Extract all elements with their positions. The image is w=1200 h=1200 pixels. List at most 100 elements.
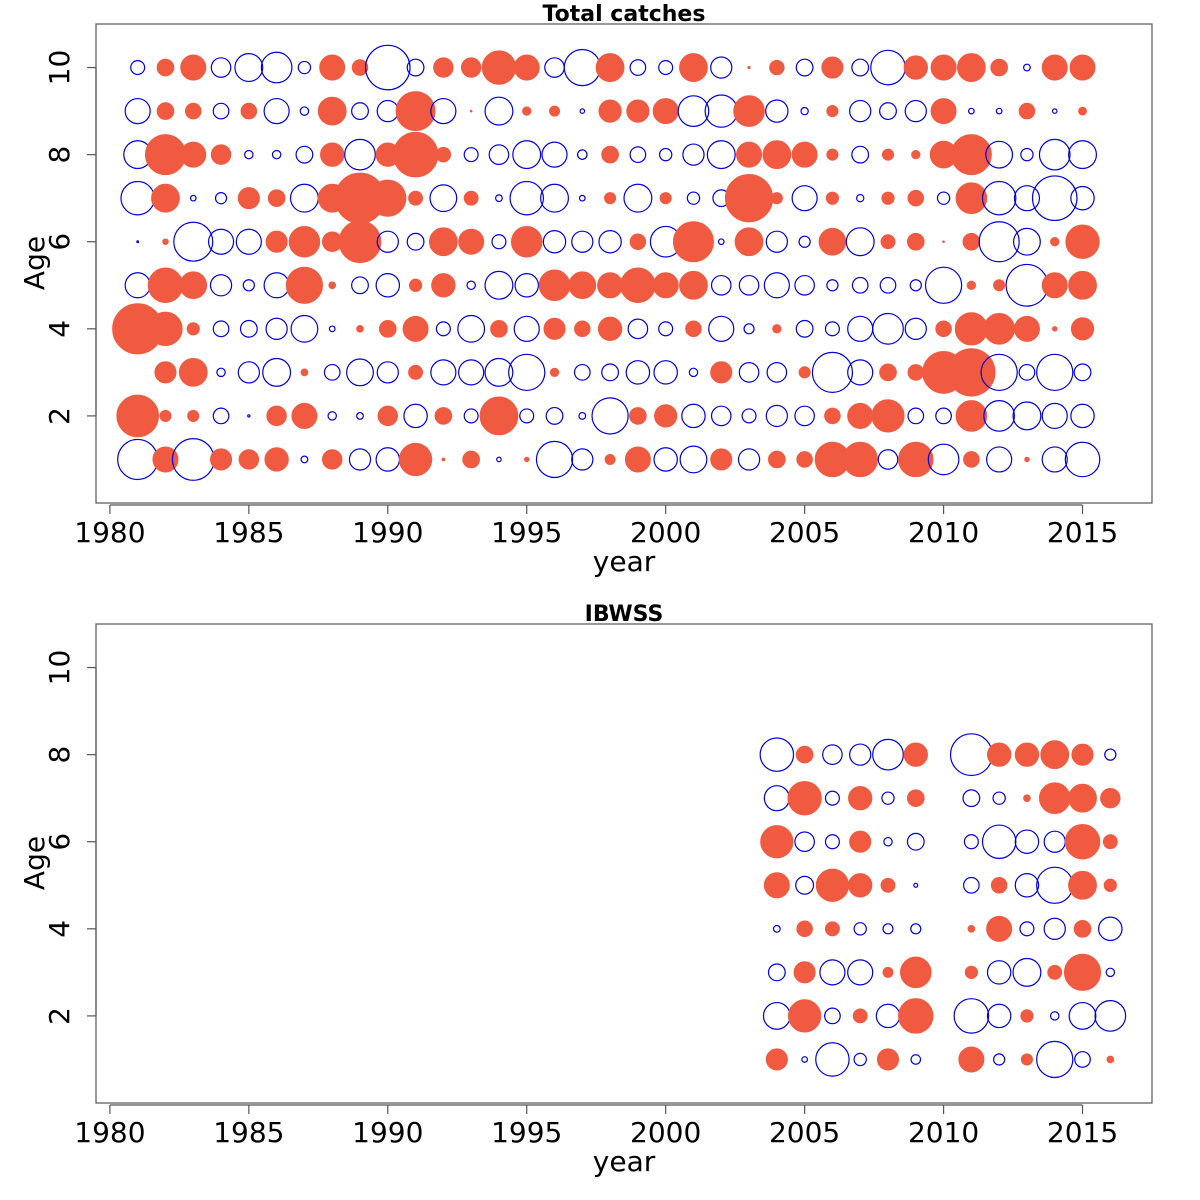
positive-residual-bubble [240,102,258,120]
negative-residual-bubble [904,317,927,340]
positive-residual-bubble [266,405,287,427]
negative-residual-bubble [738,362,760,383]
negative-residual-bubble [263,272,290,299]
negative-residual-bubble [962,876,980,894]
positive-residual-bubble [903,742,928,767]
positive-residual-bubble [990,58,1008,77]
negative-residual-bubble [763,272,790,299]
positive-residual-bubble [179,271,208,300]
positive-residual-bubble [747,65,751,70]
positive-residual-bubble [900,956,932,989]
positive-residual-bubble [178,357,208,387]
positive-residual-bubble [300,368,309,377]
positive-residual-bubble [763,872,790,899]
negative-residual-bubble [237,361,261,384]
positive-residual-bubble [148,311,183,346]
positive-residual-bubble [947,348,996,397]
negative-residual-bubble [978,221,1020,263]
negative-residual-bubble [323,363,341,381]
positive-residual-bubble [769,59,785,76]
negative-residual-bubble [351,276,369,295]
negative-residual-bubble [1064,441,1101,478]
positive-residual-bubble [351,59,369,76]
negative-residual-bubble [963,834,979,850]
positive-residual-bubble [880,877,896,893]
positive-residual-bubble [765,1048,788,1071]
positive-residual-bubble [1069,54,1096,81]
negative-residual-bubble [766,362,788,383]
negative-residual-bubble [376,361,399,384]
x-axis-label: year [593,1145,656,1178]
negative-residual-bubble [772,924,781,933]
positive-residual-bubble [1038,782,1071,814]
positive-residual-bubble [1050,237,1060,247]
negative-residual-bubble [242,279,255,292]
negative-residual-bubble [260,51,293,84]
negative-residual-bubble [765,99,789,123]
x-tick-label: 2010 [908,516,979,549]
negative-residual-bubble [811,351,854,393]
positive-residual-bubble [460,57,482,78]
positive-residual-bubble [629,407,647,425]
panel-title: Total catches [543,2,706,27]
negative-residual-bubble [234,53,264,83]
positive-residual-bubble [760,825,794,859]
positive-residual-bubble [237,187,260,210]
negative-residual-bubble [435,321,451,337]
negative-residual-bubble [496,456,502,463]
negative-residual-bubble [653,360,678,385]
positive-residual-bubble [821,56,844,79]
negative-residual-bubble [299,106,310,116]
negative-residual-bubble [872,312,904,345]
negative-residual-bubble [623,183,653,213]
positive-residual-bubble [538,269,571,302]
negative-residual-bubble [484,270,514,300]
negative-residual-bubble [1014,829,1040,854]
positive-residual-bubble [369,179,407,217]
negative-residual-bubble [853,922,867,936]
negative-residual-bubble [239,319,258,338]
negative-residual-bubble [573,363,591,381]
y-tick-label: 10 [43,650,76,686]
negative-residual-bubble [430,359,457,386]
x-tick-label: 2010 [908,1116,979,1149]
negative-residual-bubble [328,325,336,333]
negative-residual-bubble [375,447,401,472]
negative-residual-bubble [376,230,399,253]
positive-residual-bubble [210,144,232,165]
positive-residual-bubble [906,232,925,251]
positive-residual-bubble [402,315,429,342]
negative-residual-bubble [658,147,673,162]
positive-residual-bubble [950,134,992,176]
positive-residual-bubble [162,238,169,246]
negative-residual-bubble [710,274,732,296]
positive-residual-bubble [1020,1053,1034,1066]
positive-residual-bubble [549,367,560,378]
negative-residual-bubble [819,959,846,986]
positive-residual-bubble [1065,224,1100,259]
positive-residual-bubble [824,921,840,937]
positive-residual-bubble [848,873,873,898]
positive-residual-bubble [986,742,1012,767]
negative-residual-bubble [430,97,457,125]
panel-title: IBWSS [585,602,664,627]
positive-residual-bubble [434,407,453,425]
negative-residual-bubble [375,273,401,298]
negative-residual-bubble [851,145,870,164]
negative-residual-bubble [936,191,951,205]
negative-residual-bubble [981,824,1017,860]
negative-residual-bubble [870,49,906,86]
positive-residual-bubble [847,402,874,429]
positive-residual-bubble [818,227,847,256]
positive-residual-bubble [796,920,813,938]
negative-residual-bubble [1036,353,1074,392]
positive-residual-bubble [935,320,952,338]
positive-residual-bubble [321,449,343,470]
positive-residual-bubble [796,451,813,468]
negative-residual-bubble [791,185,818,212]
negative-residual-bubble [992,1053,1006,1066]
positive-residual-bubble [880,234,896,250]
negative-residual-bubble [877,449,899,470]
negative-residual-bubble [872,738,904,771]
positive-residual-bubble [848,786,873,811]
